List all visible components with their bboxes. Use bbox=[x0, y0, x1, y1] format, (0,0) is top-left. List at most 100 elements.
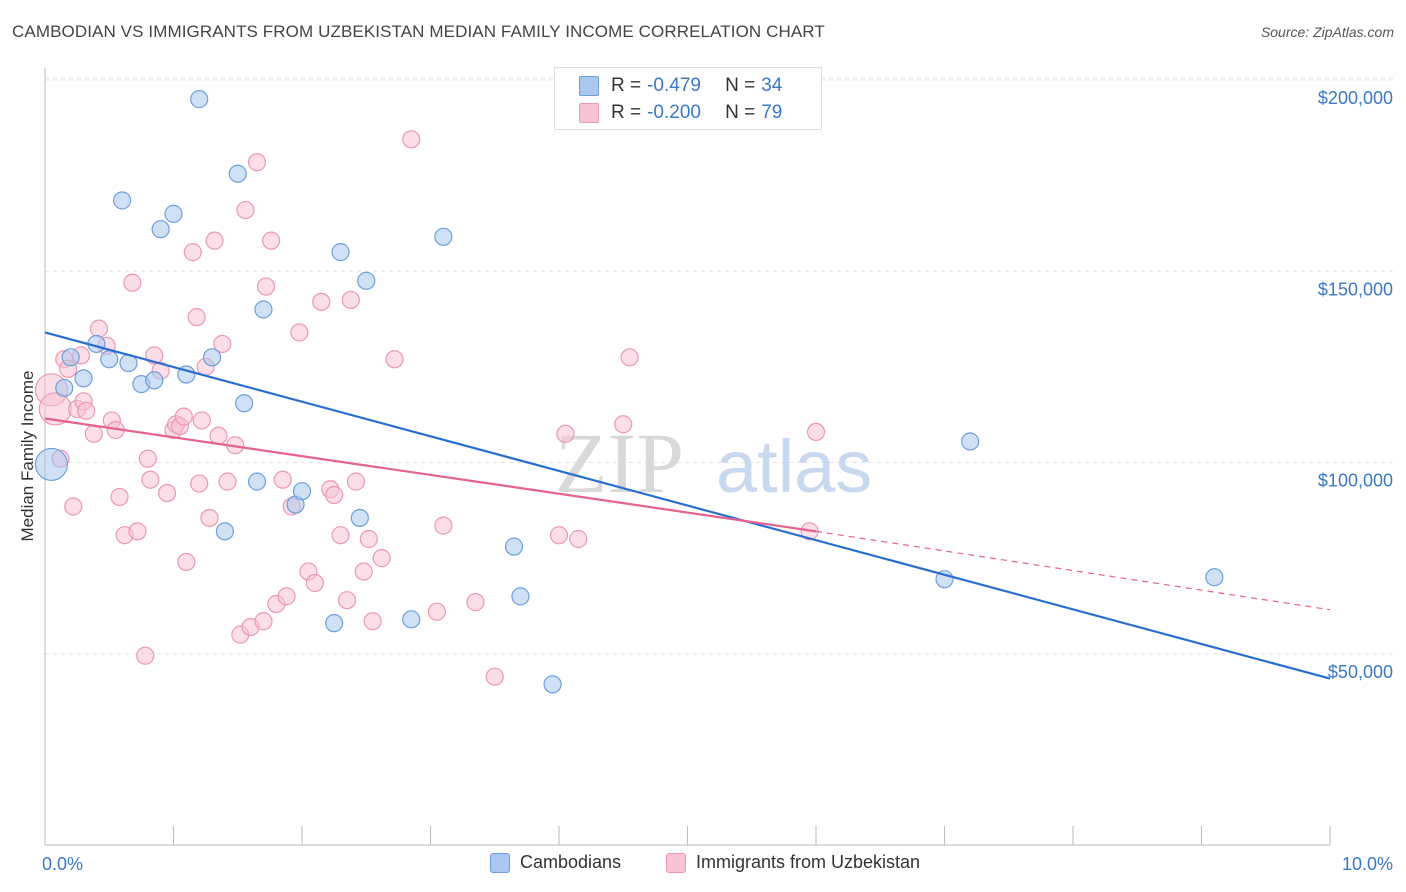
point-cambodians bbox=[961, 432, 980, 451]
point-uzbekistan bbox=[77, 401, 96, 420]
point-cambodians bbox=[357, 271, 376, 290]
legend-swatch-pink bbox=[579, 103, 599, 123]
point-cambodians bbox=[215, 522, 234, 541]
point-uzbekistan bbox=[402, 130, 421, 149]
point-cambodians bbox=[292, 482, 312, 501]
point-cambodians bbox=[202, 348, 222, 367]
trend-line-cambodians bbox=[44, 331, 1331, 680]
point-uzbekistan bbox=[549, 526, 569, 545]
point-uzbekistan bbox=[427, 602, 447, 621]
legend-row-uzbekistan: R = -0.200 N = 79 bbox=[579, 101, 782, 125]
series-uzbekistan-points bbox=[34, 130, 826, 686]
point-uzbekistan bbox=[354, 562, 373, 581]
y-tick-label: $50,000 bbox=[1328, 662, 1393, 682]
x-tick-label: 10.0% bbox=[1342, 854, 1393, 874]
point-uzbekistan bbox=[123, 273, 142, 292]
point-uzbekistan bbox=[341, 290, 360, 310]
axes bbox=[44, 68, 1331, 846]
point-cambodians bbox=[55, 378, 74, 398]
point-uzbekistan bbox=[254, 612, 273, 631]
point-cambodians bbox=[100, 350, 119, 369]
point-uzbekistan bbox=[200, 508, 219, 528]
point-uzbekistan bbox=[177, 552, 196, 572]
point-cambodians bbox=[350, 508, 369, 528]
point-cambodians bbox=[331, 243, 350, 262]
point-uzbekistan bbox=[141, 470, 160, 489]
point-uzbekistan bbox=[89, 319, 109, 338]
point-cambodians bbox=[511, 587, 530, 606]
legend-n-value: 79 bbox=[761, 102, 783, 123]
legend-r-value: -0.200 bbox=[647, 102, 701, 123]
legend-swatch-pink bbox=[666, 852, 686, 873]
point-uzbekistan bbox=[277, 587, 296, 606]
point-uzbekistan bbox=[236, 200, 255, 220]
legend-n-key: N = bbox=[725, 102, 756, 123]
point-uzbekistan bbox=[174, 407, 193, 426]
point-cambodians bbox=[434, 227, 453, 246]
point-uzbekistan bbox=[305, 573, 324, 593]
legend-swatch-blue bbox=[579, 76, 599, 96]
y-tick-label: $100,000 bbox=[1318, 471, 1393, 491]
point-uzbekistan bbox=[190, 474, 209, 493]
point-cambodians bbox=[164, 204, 183, 223]
point-uzbekistan bbox=[359, 529, 378, 549]
legend-n-key: N = bbox=[725, 75, 756, 96]
point-uzbekistan bbox=[128, 522, 147, 541]
watermark-atlas: atlas bbox=[716, 425, 872, 508]
point-uzbekistan bbox=[247, 153, 267, 172]
series-cambodians-points bbox=[34, 90, 1224, 694]
legend-r-value: -0.479 bbox=[647, 75, 701, 96]
legend-r-key: R = bbox=[611, 102, 642, 123]
legend-swatch-blue bbox=[490, 852, 510, 873]
point-cambodians bbox=[34, 447, 69, 482]
point-cambodians bbox=[112, 191, 132, 210]
point-cambodians bbox=[61, 348, 80, 367]
point-uzbekistan bbox=[192, 411, 211, 430]
gridlines bbox=[45, 77, 1395, 655]
x-tick-label: 0.0% bbox=[42, 854, 83, 874]
point-uzbekistan bbox=[485, 667, 504, 686]
point-uzbekistan bbox=[620, 348, 639, 367]
point-uzbekistan bbox=[84, 424, 103, 443]
point-cambodians bbox=[235, 394, 254, 413]
point-uzbekistan bbox=[806, 422, 826, 441]
point-uzbekistan bbox=[110, 487, 129, 507]
point-uzbekistan bbox=[183, 243, 202, 262]
legend-label-cambodians: Cambodians bbox=[520, 852, 622, 872]
point-cambodians bbox=[151, 220, 170, 239]
point-uzbekistan bbox=[218, 472, 237, 491]
point-uzbekistan bbox=[209, 426, 228, 445]
point-cambodians bbox=[190, 90, 209, 109]
trend-line-uzbekistan bbox=[44, 417, 817, 533]
y-tick-label: $150,000 bbox=[1318, 279, 1393, 299]
legend-n-value: 34 bbox=[761, 75, 783, 96]
point-uzbekistan bbox=[213, 334, 232, 354]
point-uzbekistan bbox=[64, 497, 83, 516]
point-uzbekistan bbox=[556, 424, 575, 443]
chart-title: CAMBODIAN VS IMMIGRANTS FROM UZBEKISTAN … bbox=[12, 22, 825, 41]
legend-row-cambodians: R = -0.479 N = 34 bbox=[579, 74, 782, 98]
point-cambodians bbox=[228, 164, 247, 183]
point-cambodians bbox=[145, 371, 164, 390]
legend-item-cambodians: Cambodians bbox=[490, 852, 621, 873]
point-uzbekistan bbox=[262, 231, 281, 250]
point-uzbekistan bbox=[273, 470, 292, 489]
point-cambodians bbox=[325, 614, 344, 633]
point-cambodians bbox=[254, 300, 273, 319]
point-uzbekistan bbox=[290, 323, 309, 342]
point-uzbekistan bbox=[385, 350, 404, 369]
correlation-legend: R = -0.479 N = 34 R = -0.200 N = 79 bbox=[554, 67, 822, 130]
tick-labels: $50,000 $100,000 $150,000 $200,000 0.0% 10.0% bbox=[42, 88, 1393, 874]
point-cambodians bbox=[543, 675, 562, 694]
point-uzbekistan bbox=[312, 292, 331, 311]
point-uzbekistan bbox=[372, 549, 391, 568]
point-uzbekistan bbox=[205, 231, 224, 250]
point-uzbekistan bbox=[363, 612, 382, 631]
watermark: ZIP atlas bbox=[555, 415, 872, 511]
point-uzbekistan bbox=[337, 591, 357, 610]
point-uzbekistan bbox=[331, 526, 350, 545]
legend-r-key: R = bbox=[611, 75, 642, 96]
legend-item-uzbekistan: Immigrants from Uzbekistan bbox=[666, 852, 920, 873]
chart-source: Source: ZipAtlas.com bbox=[1260, 24, 1394, 40]
